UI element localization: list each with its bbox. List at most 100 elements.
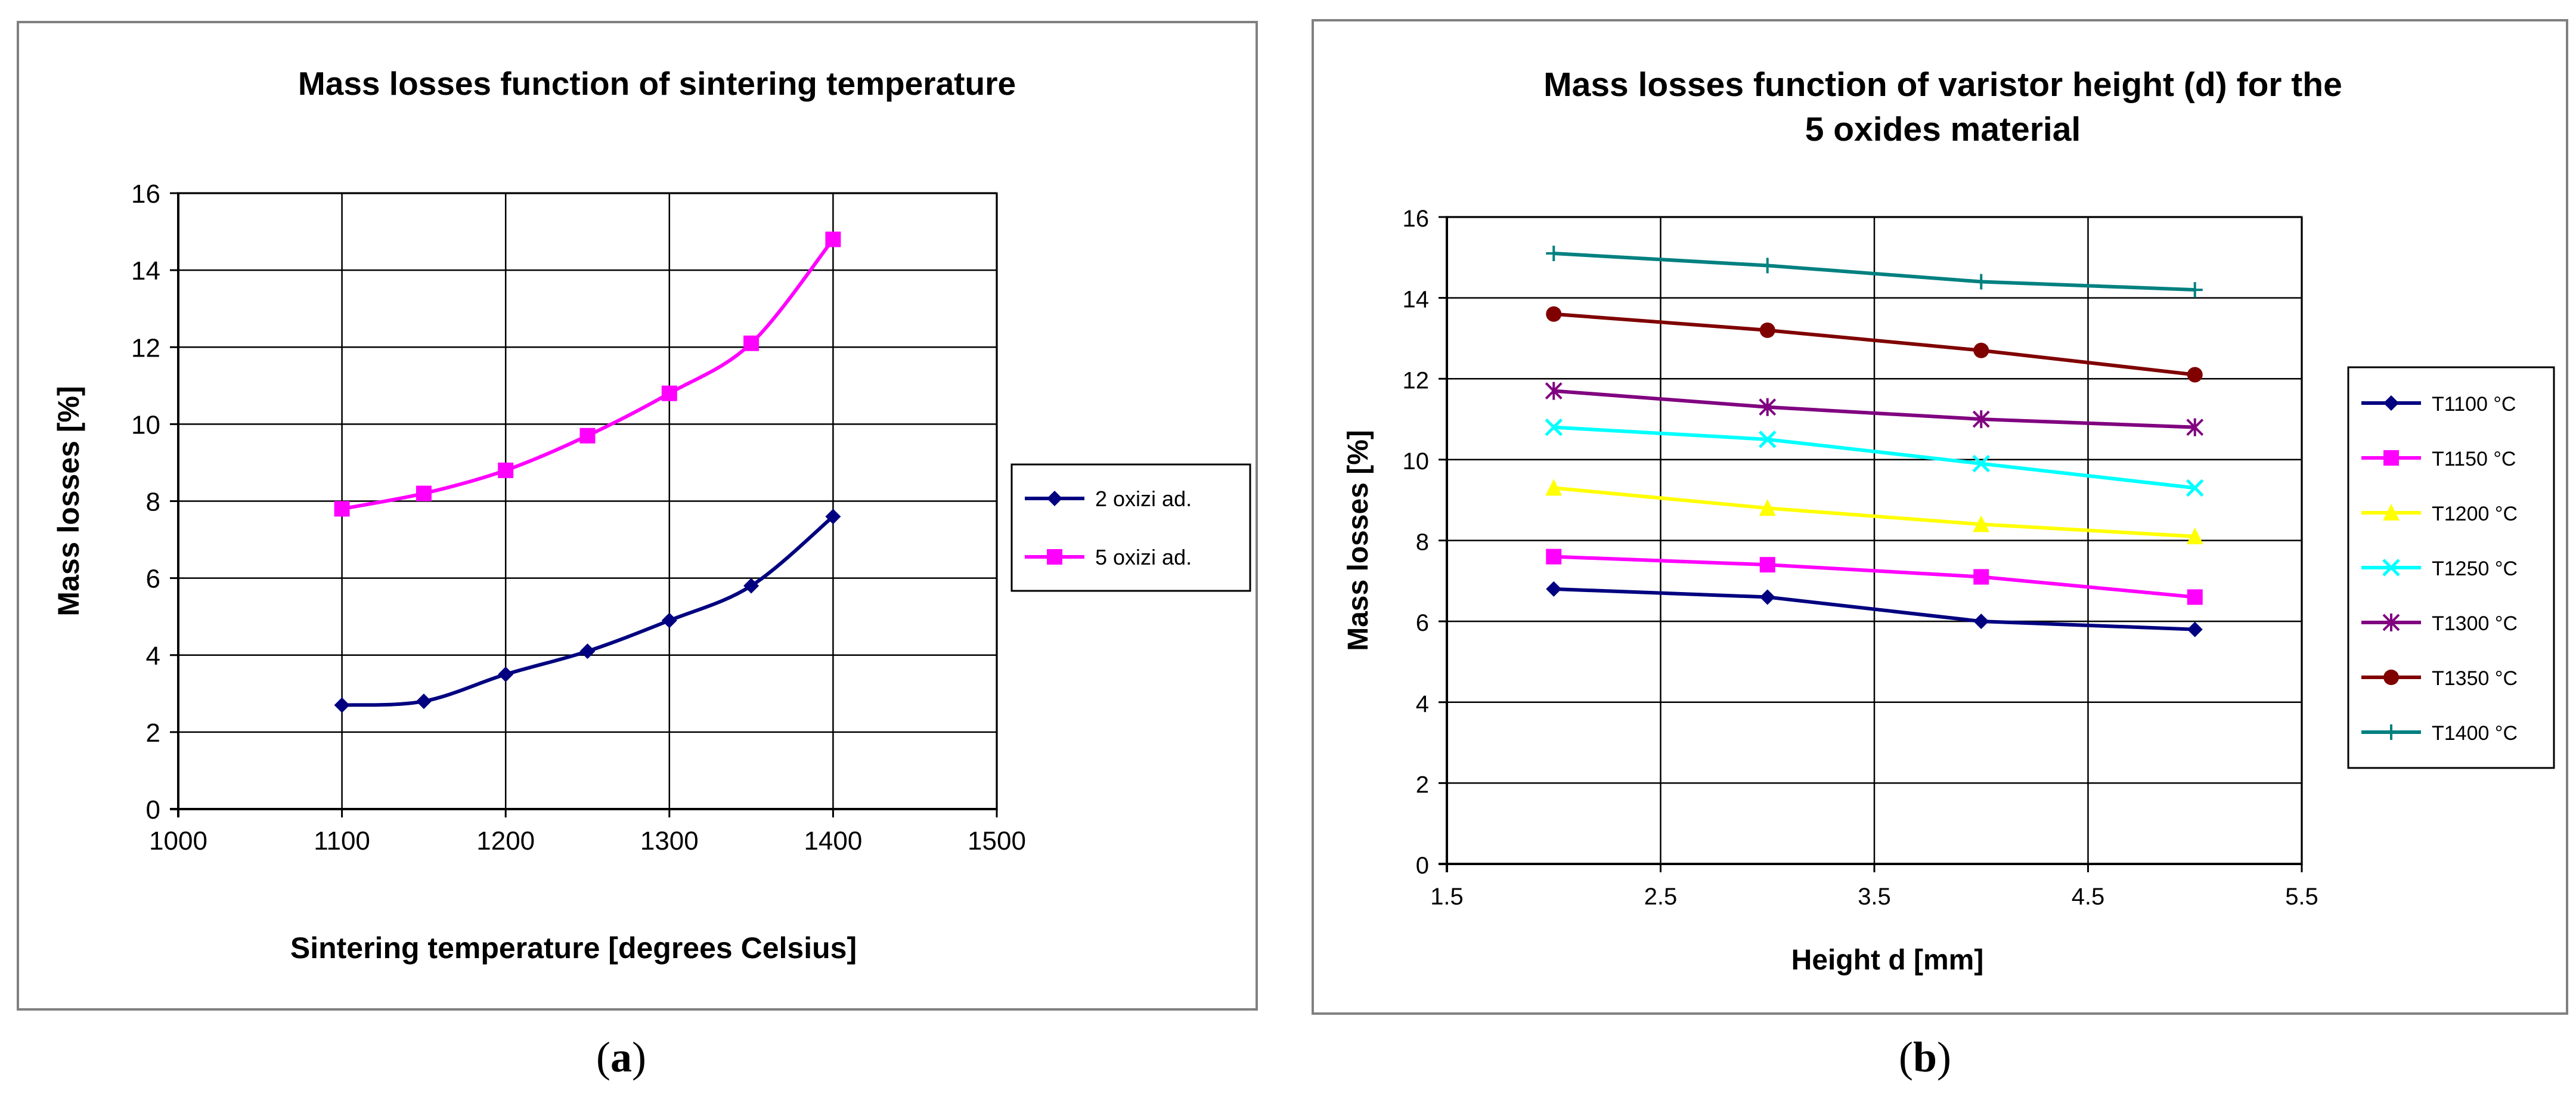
- chart-a-xtick-label: 1200: [476, 826, 535, 856]
- chart-b-series-1-point-3: [1973, 614, 1989, 630]
- chart-a-ytick-label: 2: [146, 718, 160, 748]
- chart-b-legend-label-5: T1300 °C: [2432, 612, 2518, 635]
- chart-b-series-6: [1546, 306, 2203, 383]
- chart-b-series-3: [1545, 479, 2203, 544]
- chart-a-series-2-point-7: [825, 231, 841, 247]
- chart-b-legend-marker-5: [2382, 614, 2400, 631]
- chart-b-xtick-label: 2.5: [1644, 884, 1678, 910]
- chart-b-series-3-point-1: [1545, 479, 1563, 496]
- caption-b: (b): [1899, 1033, 1952, 1081]
- chart-a-series-2-point-6: [743, 335, 760, 351]
- chart-a-ylabel: Mass losses [%]: [52, 386, 85, 616]
- chart-a-series-1-point-2: [416, 693, 432, 710]
- chart-b-ytick-label: 14: [1403, 287, 1430, 313]
- chart-b-legend-marker-2: [2383, 450, 2399, 466]
- chart-a-legend-marker-1: [1047, 491, 1062, 506]
- chart-b-series-4-point-1: [1545, 418, 1563, 436]
- chart-b-legend: T1100 °C T1150 °C T1200 °C T1250 °C T1300 °C…: [2347, 366, 2555, 769]
- chart-a-title-line-1: Mass losses function of sintering temper…: [298, 65, 1016, 102]
- chart-a-legend-marker-2: [1047, 549, 1062, 565]
- chart-b-series-7-point-2: [1759, 258, 1775, 274]
- chart-b-series-7-point-1: [1546, 246, 1562, 262]
- chart-a-series-1-point-5: [661, 612, 677, 628]
- caption-b-letter: b: [1912, 1033, 1938, 1081]
- chart-a-xtick-label: 1500: [968, 826, 1026, 856]
- chart-b-series-6-point-2: [1759, 322, 1775, 338]
- chart-a-ytick-label: 10: [131, 410, 160, 439]
- chart-b-legend-marker-1: [2383, 395, 2399, 411]
- chart-a-xtick-label: 1300: [640, 826, 699, 856]
- chart-a-series-2-point-4: [579, 427, 596, 444]
- chart-b-series-3-point-3: [1973, 515, 1990, 532]
- chart-b-series-5-point-2: [1759, 398, 1777, 416]
- chart-b-series-2-point-3: [1973, 569, 1989, 585]
- chart-a-xtick-label: 1100: [314, 826, 370, 856]
- chart-b-xlabel: Height d [mm]: [1791, 944, 1984, 976]
- chart-a-xlabel: Sintering temperature [degrees Celsius]: [290, 931, 857, 965]
- chart-a-series-1-point-6: [743, 578, 760, 594]
- chart-b-series-7: [1546, 246, 2203, 298]
- chart-b-series-3-line: [1553, 486, 2195, 538]
- chart-a-xtick-label: 1000: [149, 826, 207, 856]
- chart-a-svg: Mass losses function of sintering temper…: [52, 65, 1251, 965]
- chart-b-series-2-line: [1554, 554, 2196, 599]
- chart-a-legend-label-2: 5 oxizi ad.: [1095, 545, 1192, 569]
- chart-a-ytick-label: 8: [146, 488, 160, 517]
- chart-b-ytick-label: 12: [1403, 367, 1430, 394]
- caption-a: (a): [596, 1033, 646, 1081]
- chart-b-series-2-point-1: [1546, 549, 1562, 565]
- chart-b-series-3-point-2: [1759, 499, 1776, 516]
- chart-b-ylabel: Mass losses [%]: [1343, 430, 1374, 651]
- chart-a-ytick-label: 16: [131, 179, 160, 209]
- chart-b-ytick-label: 10: [1403, 448, 1430, 475]
- chart-b-legend-marker-4: [2382, 559, 2400, 577]
- chart-a-xtick-label: 1400: [804, 826, 862, 856]
- chart-b-series-6-point-3: [1973, 342, 1989, 358]
- chart-a-series-1-point-4: [579, 643, 596, 659]
- chart-b-series-6-point-4: [2187, 367, 2203, 383]
- chart-b-series-4-point-2: [1758, 430, 1777, 448]
- chart-b-series-4-point-4: [2186, 479, 2204, 497]
- chart-b-xtick-label: 4.5: [2072, 884, 2105, 910]
- chart-b-title-line-1: Mass losses function of varistor height …: [1543, 66, 2342, 104]
- chart-b-series-4-point-3: [1972, 454, 1991, 473]
- chart-a-series-2-point-2: [416, 485, 432, 501]
- chart-b-legend-label-1: T1100 °C: [2432, 393, 2516, 416]
- chart-b-series-7-point-3: [1973, 274, 1989, 290]
- chart-b-series-1-line: [1554, 587, 2195, 631]
- chart-a-series-2-point-1: [334, 501, 350, 517]
- chart-b-ytick-label: 16: [1403, 206, 1430, 232]
- chart-b-xtick-label: 3.5: [1858, 884, 1891, 910]
- chart-a-series-2-point-3: [498, 462, 514, 478]
- chart-b-series-2: [1546, 549, 2203, 605]
- chart-b-legend-marker-3: [2383, 504, 2400, 521]
- chart-b-legend-label-6: T1350 °C: [2432, 667, 2518, 690]
- chart-b-svg: Mass losses function of varistor height …: [1343, 66, 2555, 976]
- chart-panel-b: Mass losses function of varistor height …: [1312, 19, 2568, 1015]
- chart-b-series-4-line: [1554, 425, 2196, 490]
- chart-a-series-1-point-1: [334, 697, 350, 713]
- chart-a-series-1: [334, 509, 841, 713]
- chart-b-legend-marker-6: [2383, 670, 2399, 685]
- chart-b-xtick-label: 1.5: [1430, 884, 1464, 910]
- chart-b-series-1: [1546, 581, 2203, 637]
- chart-b-series-7-line: [1554, 252, 2195, 292]
- chart-b-series-5-line: [1554, 389, 2195, 429]
- chart-b-series-6-line: [1554, 312, 2196, 377]
- chart-b-ytick-label: 4: [1416, 691, 1429, 717]
- chart-b-series-1-point-1: [1546, 581, 1562, 597]
- chart-a-series-1-point-3: [498, 667, 514, 683]
- chart-b-title-line-2: 5 oxides material: [1805, 110, 2081, 148]
- chart-b-legend-label-2: T1150 °C: [2432, 448, 2516, 470]
- chart-b-ytick-label: 0: [1416, 853, 1429, 879]
- chart-b-legend-label-3: T1200 °C: [2432, 503, 2518, 525]
- chart-b-legend-label-4: T1250 °C: [2432, 557, 2518, 580]
- chart-b-series-1-point-4: [2187, 621, 2203, 637]
- chart-a-ytick-label: 4: [146, 642, 160, 671]
- chart-b-series-2-point-4: [2187, 589, 2203, 605]
- chart-b-series-5-point-3: [1972, 410, 1990, 429]
- chart-b-series-4: [1545, 418, 2204, 497]
- chart-b-legend-label-7: T1400 °C: [2432, 722, 2518, 745]
- caption-a-letter: a: [610, 1033, 632, 1081]
- chart-b-ytick-label: 2: [1416, 772, 1429, 798]
